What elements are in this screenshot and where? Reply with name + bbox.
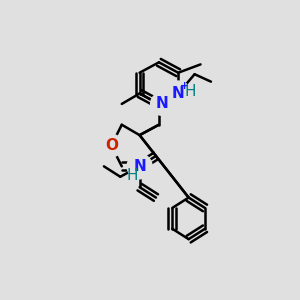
Text: H: H — [126, 168, 138, 183]
Circle shape — [166, 81, 191, 106]
Circle shape — [100, 134, 123, 157]
Circle shape — [151, 93, 173, 115]
Text: H: H — [184, 84, 196, 99]
Text: O: O — [105, 138, 118, 153]
Text: N: N — [155, 96, 168, 111]
Text: N: N — [133, 159, 146, 174]
Text: N: N — [172, 86, 184, 101]
Circle shape — [127, 154, 152, 179]
Text: +: + — [180, 81, 189, 91]
